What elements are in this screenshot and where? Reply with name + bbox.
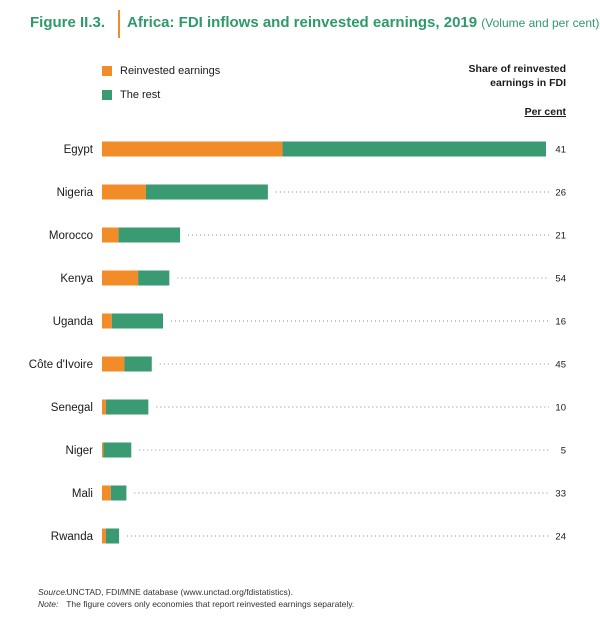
share-value-niger: 5 <box>561 446 566 457</box>
bar-rest-cote-d-ivoire <box>124 356 152 372</box>
share-unit-label: Per cent <box>524 106 566 118</box>
category-label-morocco: Morocco <box>49 230 93 242</box>
legend-item-rest: The rest <box>102 86 220 104</box>
share-heading-line1: Share of reinvested <box>468 63 566 75</box>
bar-reinvested-cote-d-ivoire <box>102 356 125 372</box>
share-value-egypt: 41 <box>555 145 566 156</box>
bar-rest-mali <box>110 485 127 501</box>
bar-reinvested-niger <box>102 442 104 458</box>
bar-reinvested-mali <box>102 485 111 501</box>
source-line: Source: UNCTAD, FDI/MNE database (www.un… <box>38 586 354 598</box>
bar-rest-kenya <box>138 270 170 286</box>
share-value-kenya: 54 <box>555 274 566 285</box>
source-label: Source: <box>38 587 68 597</box>
category-label-kenya: Kenya <box>60 273 93 285</box>
share-value-uganda: 16 <box>555 317 566 328</box>
category-label-rwanda: Rwanda <box>51 531 94 543</box>
category-label-cote-d-ivoire: Côte d'Ivoire <box>29 359 93 371</box>
legend-swatch-reinvested <box>102 66 112 76</box>
share-value-cote-d-ivoire: 45 <box>555 360 566 371</box>
bar-rest-nigeria <box>145 184 268 200</box>
figure-title-text: Africa: FDI inflows and reinvested earni… <box>127 14 478 31</box>
bar-rest-senegal <box>105 399 149 415</box>
share-heading-line2: earnings in FDI <box>490 77 566 89</box>
share-value-nigeria: 26 <box>555 188 566 199</box>
figure-number: Figure II.3. <box>30 14 106 31</box>
note-label: Note: <box>38 599 59 609</box>
source-text: UNCTAD, FDI/MNE database (www.unctad.org… <box>66 587 293 597</box>
note-line: Note: The figure covers only economies t… <box>38 598 354 610</box>
bar-reinvested-uganda <box>102 313 112 329</box>
bar-reinvested-egypt <box>102 141 283 157</box>
bar-rest-rwanda <box>105 528 120 544</box>
share-value-rwanda: 24 <box>555 532 566 543</box>
category-label-mali: Mali <box>72 488 93 500</box>
chart-legend: Reinvested earnings The rest <box>102 62 220 110</box>
bar-reinvested-kenya <box>102 270 139 286</box>
share-value-mali: 33 <box>555 489 566 500</box>
legend-swatch-rest <box>102 90 112 100</box>
bar-rest-niger <box>103 442 132 458</box>
share-column-heading: Share of reinvested earnings in FDI <box>469 62 566 90</box>
bar-reinvested-rwanda <box>102 528 106 544</box>
category-label-senegal: Senegal <box>51 402 93 414</box>
bar-reinvested-morocco <box>102 227 119 243</box>
bar-reinvested-senegal <box>102 399 106 415</box>
legend-label-reinvested: Reinvested earnings <box>120 65 221 77</box>
figure-subtitle: (Volume and per cent) <box>481 16 600 30</box>
header-divider <box>118 10 120 38</box>
figure-footer: Source: UNCTAD, FDI/MNE database (www.un… <box>38 586 354 610</box>
bar-rest-morocco <box>118 227 181 243</box>
share-value-senegal: 10 <box>555 403 566 414</box>
note-text: The figure covers only economies that re… <box>66 599 355 609</box>
legend-item-reinvested: Reinvested earnings <box>102 62 220 80</box>
category-label-nigeria: Nigeria <box>57 187 94 199</box>
figure-title: Africa: FDI inflows and reinvested earni… <box>127 14 599 31</box>
bar-rest-egypt <box>282 141 546 157</box>
legend-label-rest: The rest <box>120 89 161 101</box>
figure-header: Figure II.3. Africa: FDI inflows and rei… <box>30 10 599 38</box>
category-label-uganda: Uganda <box>53 316 94 328</box>
category-label-niger: Niger <box>66 445 94 457</box>
share-value-morocco: 21 <box>555 231 566 242</box>
bar-rest-uganda <box>111 313 163 329</box>
bar-reinvested-nigeria <box>102 184 146 200</box>
bar-chart: Egypt 41 Nigeria 26 Morocco 21 Kenya 54 Uganda 16… <box>29 141 566 544</box>
category-label-egypt: Egypt <box>64 144 94 156</box>
